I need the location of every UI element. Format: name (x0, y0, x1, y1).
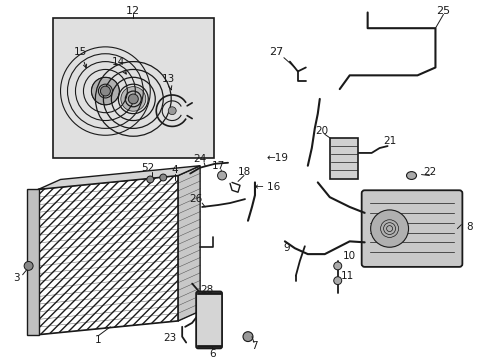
Bar (26, 189, 39, 335)
Text: 8: 8 (465, 222, 472, 231)
Ellipse shape (128, 94, 138, 104)
Ellipse shape (160, 174, 166, 181)
Polygon shape (39, 176, 178, 335)
Polygon shape (178, 166, 200, 321)
Text: 25: 25 (435, 5, 449, 15)
Text: 18: 18 (237, 167, 250, 177)
FancyBboxPatch shape (196, 292, 222, 348)
Text: 22: 22 (422, 167, 435, 177)
Text: 14: 14 (111, 57, 126, 74)
Text: ← 16: ← 16 (255, 182, 280, 192)
Text: 9: 9 (283, 243, 289, 253)
Ellipse shape (168, 107, 176, 114)
Ellipse shape (333, 277, 341, 284)
Text: 26: 26 (189, 194, 203, 204)
Ellipse shape (121, 87, 145, 111)
Text: 15: 15 (74, 47, 87, 68)
Ellipse shape (217, 171, 226, 180)
Text: 21: 21 (382, 136, 395, 146)
FancyBboxPatch shape (361, 190, 462, 267)
Ellipse shape (243, 332, 252, 342)
Ellipse shape (100, 86, 110, 96)
Text: 20: 20 (315, 126, 327, 136)
Text: 13: 13 (161, 74, 175, 90)
Text: 7: 7 (250, 341, 257, 351)
Text: 11: 11 (341, 271, 354, 281)
Text: 17: 17 (211, 161, 224, 171)
Ellipse shape (406, 172, 416, 180)
Ellipse shape (333, 262, 341, 270)
Ellipse shape (370, 210, 407, 247)
Ellipse shape (146, 176, 153, 183)
Bar (52, 18, 214, 158)
Text: 23: 23 (163, 333, 177, 343)
Polygon shape (39, 166, 200, 189)
Text: 3: 3 (13, 273, 20, 283)
Text: ←19: ←19 (266, 153, 288, 163)
Ellipse shape (24, 261, 33, 270)
Text: 28: 28 (200, 285, 213, 296)
Text: 52: 52 (142, 163, 155, 173)
Text: 6: 6 (208, 349, 215, 359)
Text: 27: 27 (268, 47, 283, 57)
Text: 1: 1 (95, 334, 102, 345)
Text: 10: 10 (343, 251, 356, 261)
Ellipse shape (91, 77, 119, 105)
Text: 12: 12 (126, 6, 140, 17)
Text: 24: 24 (193, 154, 206, 164)
Bar (329, 138, 357, 180)
Text: 4: 4 (172, 165, 178, 175)
